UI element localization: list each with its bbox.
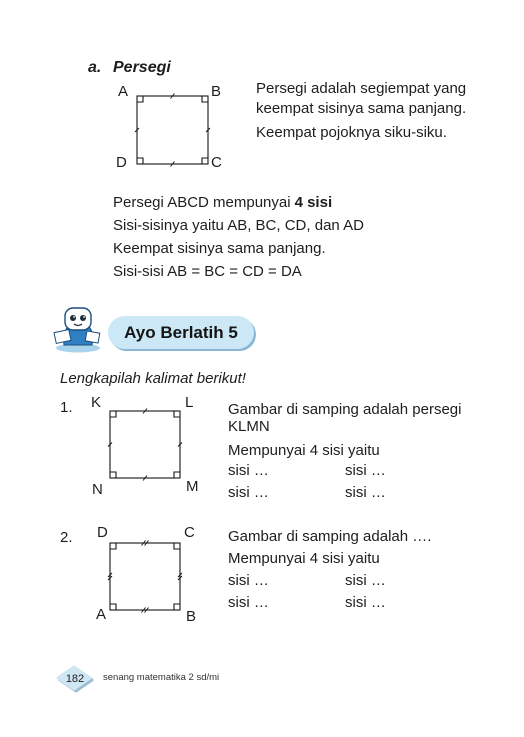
right-angle-mark <box>137 96 144 103</box>
section-letter: a. <box>88 59 102 76</box>
right-angle-mark <box>110 411 117 418</box>
equal-length-tick <box>134 127 140 133</box>
item-number: 2. <box>60 529 73 546</box>
vertex-label-m: M <box>186 478 199 495</box>
item-sides-prompt: Mempunyai 4 sisi yaitu <box>228 442 380 459</box>
item-statement: KLMN <box>228 418 270 435</box>
definition-line: Persegi adalah segiempat yang <box>256 80 467 97</box>
vertex-label-c: C <box>184 524 195 541</box>
equal-length-double-tick <box>141 607 149 613</box>
right-angle-mark <box>110 543 117 550</box>
page-number: 182 <box>65 673 85 685</box>
square-outline <box>136 95 209 165</box>
square-outline <box>109 542 181 611</box>
right-angle-mark <box>137 157 144 164</box>
vertex-label-l: L <box>185 394 194 411</box>
square-dcab-figure <box>107 540 183 613</box>
property-line: Keempat sisinya sama panjang. <box>113 240 326 257</box>
equal-length-tick <box>170 93 175 99</box>
equal-length-double-tick <box>177 572 183 581</box>
equal-length-tick <box>177 442 183 447</box>
right-angle-mark <box>173 603 180 610</box>
equal-length-tick <box>107 442 113 447</box>
square-klmn-figure <box>107 408 183 481</box>
right-angle-mark <box>201 96 208 103</box>
vertex-label-k: K <box>91 394 102 411</box>
answer-blank: sisi … <box>228 484 269 501</box>
equal-length-tick <box>170 161 175 167</box>
equal-length-double-tick <box>141 540 149 546</box>
page-number-badge <box>56 665 94 693</box>
equal-length-tick <box>142 408 148 414</box>
right-angle-mark <box>110 603 117 610</box>
vertex-label-d: D <box>116 154 127 171</box>
vertex-label-b: B <box>186 608 197 625</box>
exercise-title-badge: Ayo Berlatih 5 <box>108 316 254 349</box>
property-line: Persegi ABCD mempunyai 4 sisi <box>113 194 332 212</box>
answer-blank: sisi … <box>345 572 386 589</box>
vertex-label-a: A <box>118 83 129 100</box>
item-statement: Gambar di samping adalah …. <box>228 528 432 545</box>
answer-blank: sisi … <box>345 484 386 501</box>
right-angle-mark <box>173 411 180 418</box>
property-line: Sisi-sisinya yaitu AB, BC, CD, dan AD <box>113 217 364 234</box>
vertex-label-c: C <box>211 154 222 171</box>
definition-line: Keempat pojoknya siku-siku. <box>256 124 447 141</box>
square-abcd-figure <box>134 93 211 167</box>
property-line: Sisi-sisi AB = BC = CD = DA <box>113 263 302 280</box>
item-statement: Gambar di samping adalah persegi <box>228 401 462 418</box>
answer-blank: sisi … <box>345 462 386 479</box>
equal-length-tick <box>205 127 211 133</box>
right-angle-mark <box>110 471 117 478</box>
square-outline <box>109 410 181 479</box>
answer-blank: sisi … <box>228 462 269 479</box>
exercise-instruction: Lengkapilah kalimat berikut! <box>60 370 246 387</box>
right-angle-mark <box>201 157 208 164</box>
right-angle-mark <box>173 543 180 550</box>
item-sides-prompt: Mempunyai 4 sisi yaitu <box>228 550 380 567</box>
answer-blank: sisi … <box>228 572 269 589</box>
vertex-label-n: N <box>92 481 103 498</box>
right-angle-mark <box>173 471 180 478</box>
equal-length-double-tick <box>107 572 113 581</box>
answer-blank: sisi … <box>345 594 386 611</box>
equal-length-tick <box>142 475 148 481</box>
property-emphasis: 4 sisi <box>294 194 333 211</box>
vertex-label-b: B <box>211 83 222 100</box>
section-title: Persegi <box>113 59 171 76</box>
mascot-illustration <box>53 307 101 353</box>
answer-blank: sisi … <box>228 594 269 611</box>
vertex-label-d: D <box>97 524 108 541</box>
property-text: Persegi ABCD mempunyai <box>113 194 291 211</box>
item-number: 1. <box>60 399 73 416</box>
vertex-label-a: A <box>96 606 107 623</box>
book-title: senang matematika 2 sd/mi <box>103 672 220 683</box>
definition-line: keempat sisinya sama panjang. <box>256 100 467 117</box>
